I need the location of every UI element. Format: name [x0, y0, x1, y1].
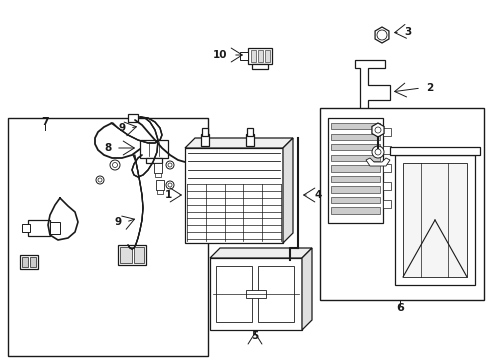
Bar — [134, 247, 144, 263]
Bar — [383, 128, 391, 136]
Bar — [156, 180, 164, 190]
Bar — [331, 123, 380, 129]
Bar — [258, 50, 263, 62]
Bar — [22, 257, 28, 267]
Bar — [383, 146, 391, 154]
Polygon shape — [283, 138, 293, 243]
Polygon shape — [302, 248, 312, 330]
Circle shape — [113, 162, 118, 167]
Bar — [247, 128, 253, 136]
Text: 5: 5 — [251, 331, 259, 341]
Bar — [403, 163, 467, 277]
Circle shape — [110, 160, 120, 170]
Text: 10: 10 — [213, 50, 227, 60]
Text: 3: 3 — [404, 27, 412, 37]
Bar — [246, 290, 266, 298]
Text: 1: 1 — [164, 190, 171, 200]
Bar — [30, 257, 36, 267]
Bar — [22, 224, 30, 232]
Bar — [128, 114, 138, 122]
Bar — [331, 134, 380, 140]
Circle shape — [168, 163, 172, 167]
Bar — [252, 64, 268, 69]
Circle shape — [377, 30, 387, 40]
Bar — [120, 247, 132, 263]
Circle shape — [96, 176, 104, 184]
Bar — [331, 144, 380, 150]
Text: 4: 4 — [314, 190, 322, 200]
Circle shape — [166, 161, 174, 169]
Text: 9: 9 — [115, 217, 122, 227]
Polygon shape — [366, 158, 390, 166]
Bar — [155, 173, 161, 177]
Text: 8: 8 — [104, 143, 112, 153]
Bar — [20, 255, 38, 269]
Bar — [251, 50, 256, 62]
Bar — [248, 48, 272, 64]
Bar — [118, 245, 146, 265]
Bar — [331, 155, 380, 161]
Text: 9: 9 — [119, 123, 125, 133]
Bar — [328, 118, 383, 223]
Bar — [246, 134, 254, 146]
Circle shape — [375, 127, 381, 133]
Bar — [331, 165, 380, 172]
Polygon shape — [355, 60, 390, 122]
Bar — [157, 190, 163, 194]
Bar — [154, 163, 162, 173]
Bar — [210, 258, 302, 330]
Text: 7: 7 — [41, 117, 49, 127]
Bar — [258, 266, 294, 322]
Circle shape — [372, 146, 384, 158]
Bar — [185, 148, 283, 243]
Bar — [50, 222, 60, 234]
Text: 6: 6 — [396, 303, 404, 313]
Bar — [331, 186, 380, 193]
Bar — [146, 158, 162, 163]
Bar — [383, 164, 391, 172]
Polygon shape — [372, 123, 384, 137]
Bar — [202, 128, 208, 136]
Bar — [383, 182, 391, 190]
Bar — [395, 155, 475, 285]
Bar — [331, 176, 380, 182]
Circle shape — [375, 149, 381, 155]
Polygon shape — [210, 248, 312, 258]
Bar — [383, 200, 391, 208]
Bar — [140, 140, 168, 158]
Bar — [240, 52, 248, 60]
Bar — [28, 220, 50, 236]
Text: 2: 2 — [426, 83, 434, 93]
Bar — [216, 266, 252, 322]
Bar — [8, 118, 208, 356]
Polygon shape — [185, 138, 293, 148]
Bar — [320, 108, 484, 300]
Bar — [265, 50, 270, 62]
Bar — [331, 197, 380, 203]
Bar — [331, 207, 380, 214]
Bar — [390, 147, 480, 155]
Circle shape — [166, 181, 174, 189]
Circle shape — [168, 183, 172, 187]
Polygon shape — [375, 27, 389, 43]
Circle shape — [98, 178, 102, 182]
Bar — [201, 134, 209, 146]
